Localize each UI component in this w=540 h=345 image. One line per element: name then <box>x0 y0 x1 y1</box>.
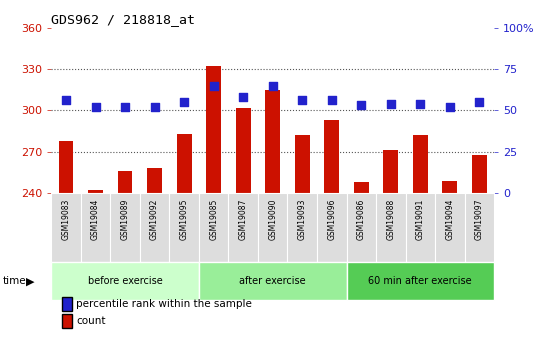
Point <box>387 101 395 107</box>
FancyBboxPatch shape <box>199 193 228 262</box>
Point <box>475 99 484 105</box>
Bar <box>472 155 487 193</box>
Text: GSM19083: GSM19083 <box>62 199 71 240</box>
Bar <box>265 90 280 193</box>
Bar <box>295 135 309 193</box>
Point <box>121 104 130 110</box>
Text: GSM19089: GSM19089 <box>120 199 130 240</box>
Text: GSM19096: GSM19096 <box>327 199 336 240</box>
FancyBboxPatch shape <box>317 193 347 262</box>
Text: GSM19093: GSM19093 <box>298 199 307 240</box>
Text: GSM19092: GSM19092 <box>150 199 159 240</box>
Point <box>357 103 366 108</box>
Bar <box>177 134 192 193</box>
Text: GSM19084: GSM19084 <box>91 199 100 240</box>
Bar <box>236 108 251 193</box>
FancyBboxPatch shape <box>170 193 199 262</box>
FancyBboxPatch shape <box>258 193 287 262</box>
Bar <box>383 150 398 193</box>
Text: GSM19086: GSM19086 <box>357 199 366 240</box>
Text: GSM19094: GSM19094 <box>446 199 454 240</box>
FancyBboxPatch shape <box>376 193 406 262</box>
Bar <box>88 190 103 193</box>
FancyBboxPatch shape <box>287 193 317 262</box>
Text: ▶: ▶ <box>26 276 35 286</box>
FancyBboxPatch shape <box>140 193 170 262</box>
FancyBboxPatch shape <box>199 262 347 300</box>
FancyBboxPatch shape <box>406 193 435 262</box>
Bar <box>354 182 369 193</box>
FancyBboxPatch shape <box>51 262 199 300</box>
FancyBboxPatch shape <box>81 193 110 262</box>
Point <box>268 83 277 88</box>
FancyBboxPatch shape <box>464 193 494 262</box>
Bar <box>147 168 162 193</box>
FancyBboxPatch shape <box>347 193 376 262</box>
Text: GSM19085: GSM19085 <box>209 199 218 240</box>
Text: after exercise: after exercise <box>239 276 306 286</box>
FancyBboxPatch shape <box>435 193 464 262</box>
Point <box>210 83 218 88</box>
Point <box>446 104 454 110</box>
Bar <box>413 135 428 193</box>
Text: 60 min after exercise: 60 min after exercise <box>368 276 472 286</box>
Point <box>298 98 307 103</box>
Point <box>416 101 424 107</box>
Point <box>150 104 159 110</box>
Text: GSM19091: GSM19091 <box>416 199 425 240</box>
Point <box>62 98 70 103</box>
Point <box>239 95 247 100</box>
Bar <box>325 120 339 193</box>
Text: GSM19090: GSM19090 <box>268 199 277 240</box>
Text: time: time <box>3 276 26 286</box>
Bar <box>206 66 221 193</box>
Bar <box>59 141 73 193</box>
Point <box>327 98 336 103</box>
Text: percentile rank within the sample: percentile rank within the sample <box>76 299 252 308</box>
Bar <box>118 171 132 193</box>
FancyBboxPatch shape <box>51 193 81 262</box>
FancyBboxPatch shape <box>347 262 494 300</box>
Text: GSM19097: GSM19097 <box>475 199 484 240</box>
Bar <box>442 181 457 193</box>
Text: GSM19095: GSM19095 <box>180 199 188 240</box>
FancyBboxPatch shape <box>110 193 140 262</box>
FancyBboxPatch shape <box>228 193 258 262</box>
Point <box>91 104 100 110</box>
Text: GSM19087: GSM19087 <box>239 199 248 240</box>
Text: GSM19088: GSM19088 <box>386 199 395 240</box>
Text: before exercise: before exercise <box>87 276 163 286</box>
Text: GDS962 / 218818_at: GDS962 / 218818_at <box>51 13 195 27</box>
Text: count: count <box>76 316 106 326</box>
Point <box>180 99 188 105</box>
